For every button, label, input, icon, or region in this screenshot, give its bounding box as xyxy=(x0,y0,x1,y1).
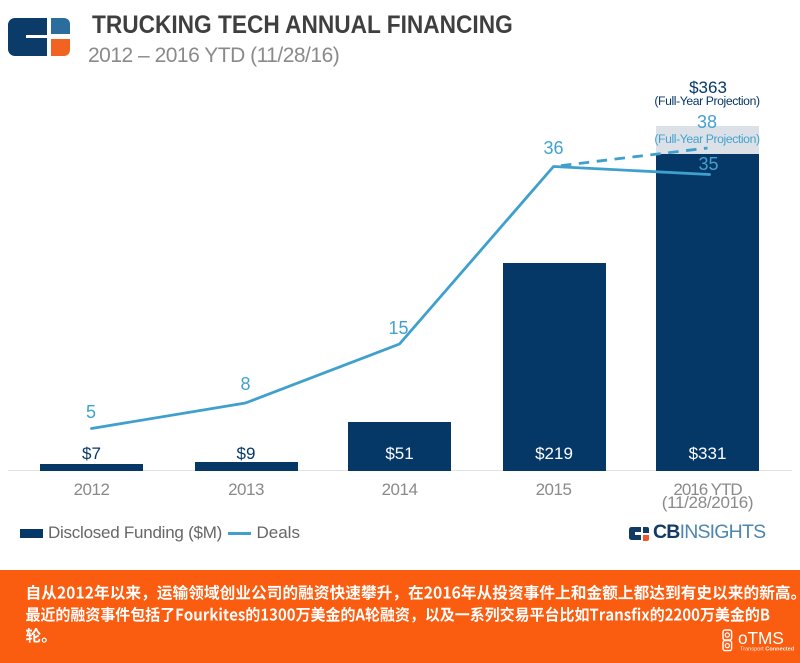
svg-text:Transport Connected: Transport Connected xyxy=(740,647,795,653)
svg-text:oTMS: oTMS xyxy=(738,628,784,648)
